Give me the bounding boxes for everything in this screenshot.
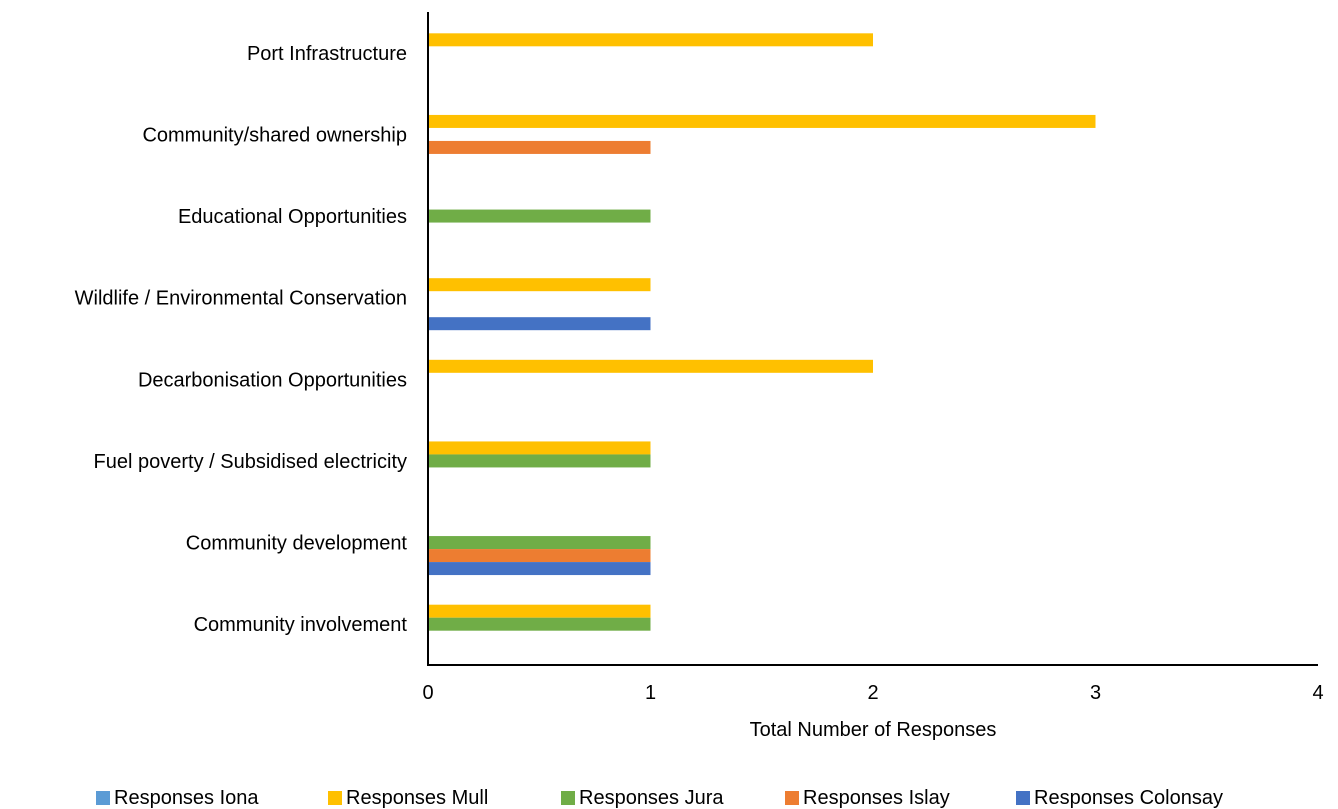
- legend: Responses Iona Responses Mull Responses Ju…: [96, 787, 1223, 809]
- legend-label: Responses Mull: [346, 787, 488, 809]
- bar: [428, 617, 651, 631]
- category-label: Community involvement: [194, 614, 408, 636]
- x-tick-labels: 0 1 2 3 4: [422, 682, 1323, 704]
- bar: [428, 359, 873, 373]
- legend-swatch: [561, 791, 575, 805]
- legend-swatch: [1016, 791, 1030, 805]
- legend-swatch: [785, 791, 799, 805]
- category-label: Decarbonisation Opportunities: [138, 369, 407, 391]
- category-label: Community/shared ownership: [142, 124, 407, 146]
- x-tick-label: 0: [422, 682, 433, 704]
- bar: [428, 317, 651, 331]
- bar: [428, 278, 651, 292]
- x-tick-label: 3: [1090, 682, 1101, 704]
- bar: [428, 140, 651, 154]
- x-tick-label: 4: [1312, 682, 1323, 704]
- x-axis-title: Total Number of Responses: [750, 719, 997, 741]
- legend-swatch: [96, 791, 110, 805]
- bar: [428, 33, 873, 47]
- bar: [428, 441, 651, 455]
- legend-label: Responses Jura: [579, 787, 724, 809]
- legend-label: Responses Islay: [803, 787, 950, 809]
- bars-layer: [428, 33, 1096, 631]
- category-label: Community development: [186, 533, 408, 555]
- legend-label: Responses Iona: [114, 787, 259, 809]
- category-label: Port Infrastructure: [247, 43, 407, 65]
- category-label: Educational Opportunities: [178, 206, 407, 228]
- legend-swatch: [328, 791, 342, 805]
- bar: [428, 454, 651, 468]
- category-labels: Port Infrastructure Community/shared owne…: [75, 43, 408, 636]
- category-label: Wildlife / Environmental Conservation: [75, 288, 407, 310]
- legend-label: Responses Colonsay: [1034, 787, 1223, 809]
- bar: [428, 549, 651, 563]
- bar: [428, 604, 651, 618]
- category-label: Fuel poverty / Subsidised electricity: [94, 451, 407, 473]
- bar: [428, 562, 651, 576]
- bar: [428, 536, 651, 550]
- bar: [428, 209, 651, 223]
- bar: [428, 114, 1096, 128]
- x-tick-label: 1: [645, 682, 656, 704]
- x-tick-label: 2: [867, 682, 878, 704]
